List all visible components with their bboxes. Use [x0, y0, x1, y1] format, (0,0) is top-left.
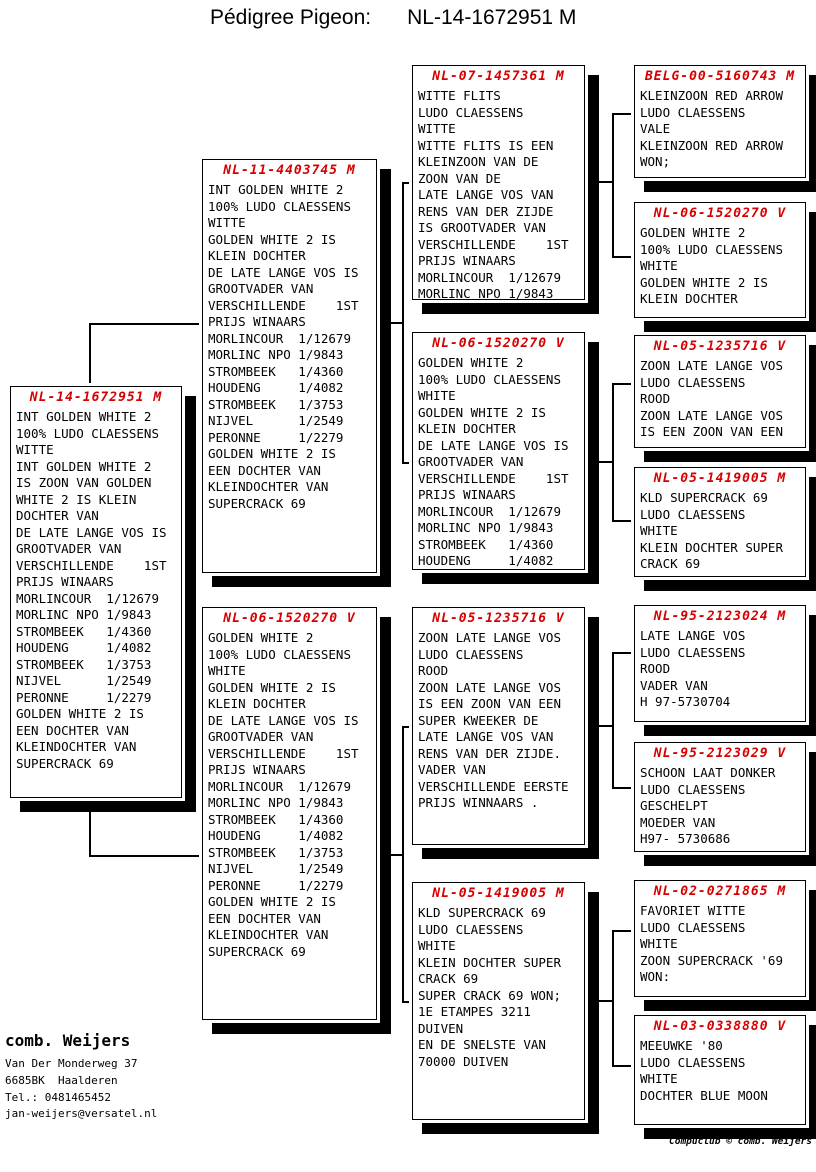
connector-line — [585, 461, 614, 463]
pedigree-box-gen4-5: NL-95-2123024 M LATE LANGE VOS LUDO CLAE… — [634, 605, 806, 722]
pedigree-box-sire: NL-11-4403745 M INT GOLDEN WHITE 2 100% … — [202, 159, 377, 573]
pigeon-notes: FAVORIET WITTE LUDO CLAESSENS WHITE ZOON… — [640, 903, 783, 984]
ring-number: NL-07-1457361 M — [432, 69, 565, 84]
connector-line — [612, 1065, 635, 1067]
pigeon-notes: KLD SUPERCRACK 69 LUDO CLAESSENS WHITE K… — [418, 905, 561, 1069]
pedigree-box-dam: NL-06-1520270 V GOLDEN WHITE 2 100% LUDO… — [202, 607, 377, 1020]
pigeon-notes: GOLDEN WHITE 2 100% LUDO CLAESSENS WHITE… — [418, 355, 569, 568]
breeder-name: comb. Weijers — [5, 1031, 131, 1050]
connector-line — [402, 462, 413, 464]
pigeon-notes: MEEUWKE '80 LUDO CLAESSENS WHITE DOCHTER… — [640, 1038, 768, 1103]
pedigree-box-dam-dam: NL-05-1419005 M KLD SUPERCRACK 69 LUDO C… — [412, 882, 585, 1120]
ring-number: NL-06-1520270 V — [432, 336, 565, 351]
connector-line — [402, 726, 404, 1003]
ring-number: NL-03-0338880 V — [653, 1019, 787, 1034]
page-title-label: Pédigree Pigeon: — [210, 6, 372, 29]
pigeon-notes: INT GOLDEN WHITE 2 100% LUDO CLAESSENS W… — [16, 409, 167, 771]
pigeon-notes: KLEINZOON RED ARROW LUDO CLAESSENS VALE … — [640, 88, 783, 169]
pedigree-box-gen4-1: BELG-00-5160743 M KLEINZOON RED ARROW LU… — [634, 65, 806, 178]
ring-number: NL-02-0271865 M — [653, 884, 787, 899]
ring-number: NL-06-1520270 V — [223, 611, 356, 626]
pigeon-notes: INT GOLDEN WHITE 2 100% LUDO CLAESSENS W… — [208, 182, 359, 511]
page-title-ring-number: NL-14-1672951 M — [407, 6, 577, 29]
connector-line — [612, 383, 614, 522]
ring-number: NL-06-1520270 V — [653, 206, 787, 221]
connector-line — [612, 930, 635, 932]
connector-line — [89, 855, 202, 857]
pigeon-notes: LATE LANGE VOS LUDO CLAESSENS ROOD VADER… — [640, 628, 746, 709]
connector-line — [585, 725, 614, 727]
connector-line — [402, 726, 413, 728]
pigeon-notes: GOLDEN WHITE 2 100% LUDO CLAESSENS WHITE… — [640, 225, 783, 306]
pedigree-box-gen4-4: NL-05-1419005 M KLD SUPERCRACK 69 LUDO C… — [634, 467, 806, 577]
pedigree-box-subject: NL-14-1672951 M INT GOLDEN WHITE 2 100% … — [10, 386, 182, 798]
connector-line — [89, 323, 202, 325]
ring-number: NL-05-1235716 V — [653, 339, 787, 354]
software-credit: Compuclub © comb. Weijers — [669, 1136, 812, 1147]
pigeon-notes: GOLDEN WHITE 2 100% LUDO CLAESSENS WHITE… — [208, 630, 359, 959]
ring-number: NL-14-1672951 M — [29, 390, 163, 405]
pigeon-notes: SCHOON LAAT DONKER LUDO CLAESSENS GESCHE… — [640, 765, 776, 846]
connector-line — [377, 322, 403, 324]
connector-line — [612, 652, 635, 654]
connector-line — [89, 797, 91, 857]
connector-line — [377, 854, 403, 856]
pigeon-notes: ZOON LATE LANGE VOS LUDO CLAESSENS ROOD … — [418, 630, 569, 810]
connector-line — [612, 787, 635, 789]
connector-line — [585, 181, 614, 183]
pedigree-box-gen4-2: NL-06-1520270 V GOLDEN WHITE 2 100% LUDO… — [634, 202, 806, 318]
pedigree-box-sire-sire: NL-07-1457361 M WITTE FLITS LUDO CLAESSE… — [412, 65, 585, 301]
connector-line — [612, 520, 635, 522]
ring-number: NL-05-1419005 M — [432, 886, 565, 901]
page-title: Pédigree Pigeon: NL-14-1672951 M — [210, 6, 576, 30]
connector-line — [585, 1000, 614, 1002]
connector-line — [612, 383, 635, 385]
pedigree-box-dam-sire: NL-05-1235716 V ZOON LATE LANGE VOS LUDO… — [412, 607, 585, 845]
pedigree-box-gen4-7: NL-02-0271865 M FAVORIET WITTE LUDO CLAE… — [634, 880, 806, 997]
pedigree-box-gen4-8: NL-03-0338880 V MEEUWKE '80 LUDO CLAESSE… — [634, 1015, 806, 1125]
pigeon-notes: ZOON LATE LANGE VOS LUDO CLAESSENS ROOD … — [640, 358, 783, 439]
ring-number: NL-95-2123024 M — [653, 609, 787, 624]
pigeon-notes: WITTE FLITS LUDO CLAESSENS WITTE WITTE F… — [418, 88, 569, 301]
connector-line — [402, 1001, 413, 1003]
connector-line — [89, 323, 91, 388]
ring-number: NL-95-2123029 V — [653, 746, 787, 761]
connector-line — [612, 113, 635, 115]
ring-number: BELG-00-5160743 M — [644, 69, 796, 84]
connector-line — [612, 930, 614, 1067]
connector-line — [612, 652, 614, 789]
breeder-address: Van Der Monderweg 37 6685BK Haalderen Te… — [5, 1057, 158, 1121]
connector-line — [402, 182, 413, 184]
connector-line — [612, 256, 635, 258]
ring-number: NL-11-4403745 M — [223, 163, 356, 178]
connector-line — [402, 182, 404, 464]
pedigree-box-gen4-6: NL-95-2123029 V SCHOON LAAT DONKER LUDO … — [634, 742, 806, 852]
connector-line — [612, 113, 614, 258]
pigeon-notes: KLD SUPERCRACK 69 LUDO CLAESSENS WHITE K… — [640, 490, 783, 571]
pedigree-box-sire-dam: NL-06-1520270 V GOLDEN WHITE 2 100% LUDO… — [412, 332, 585, 570]
ring-number: NL-05-1235716 V — [432, 611, 565, 626]
ring-number: NL-05-1419005 M — [653, 471, 787, 486]
pedigree-box-gen4-3: NL-05-1235716 V ZOON LATE LANGE VOS LUDO… — [634, 335, 806, 448]
